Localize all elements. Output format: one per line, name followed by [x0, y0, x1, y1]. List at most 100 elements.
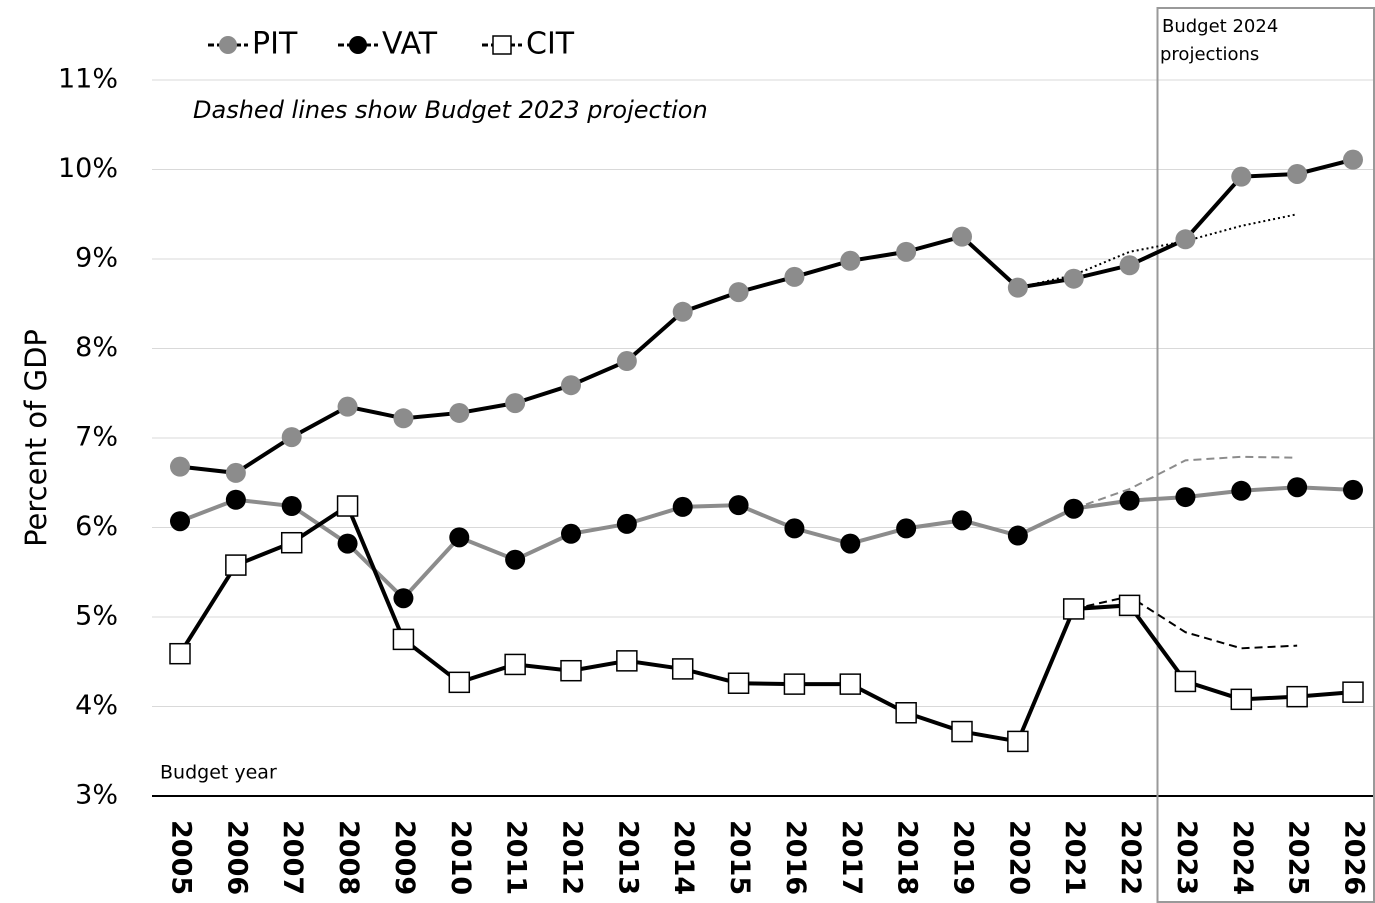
legend-marker [492, 35, 512, 55]
y-axis-label: Percent of GDP [19, 329, 53, 547]
data-point [504, 653, 526, 676]
legend-label: PIT [252, 27, 298, 62]
data-point [616, 351, 637, 372]
data-point [1007, 277, 1028, 298]
x-tick-label: 2021 [1059, 820, 1090, 895]
data-point [1230, 688, 1253, 711]
data-point [784, 266, 805, 287]
projection-line [1073, 455, 1298, 510]
data-point [225, 489, 246, 510]
data-point [616, 650, 638, 672]
y-tick-label: 4% [75, 690, 118, 721]
data-point [1063, 268, 1084, 289]
x-tick-label: 2022 [1115, 820, 1146, 895]
data-point [561, 523, 581, 544]
y-tick-label: 8% [75, 332, 118, 363]
data-point [281, 496, 302, 517]
x-tick-label: 2020 [1003, 820, 1034, 895]
data-point [170, 456, 190, 477]
y-tick-label: 9% [75, 243, 118, 274]
x-tick-label: 2007 [277, 820, 308, 895]
data-point [225, 554, 247, 576]
x-tick-label: 2009 [389, 820, 420, 895]
x-tick-label: 2019 [948, 820, 979, 895]
x-tick-label: 2013 [612, 820, 643, 895]
data-point [225, 462, 246, 483]
data-point [393, 588, 414, 609]
data-point [1287, 477, 1308, 498]
data-point [672, 301, 693, 322]
x-tick-label: 2016 [780, 820, 811, 895]
x-tick-label: 2026 [1339, 820, 1370, 895]
x-tick-label: 2010 [445, 820, 476, 895]
data-point [281, 427, 302, 448]
data-point [1231, 166, 1252, 187]
x-tick-label: 2025 [1283, 820, 1314, 895]
projection-box [1156, 7, 1375, 903]
data-point [896, 518, 917, 539]
data-point [728, 495, 749, 516]
data-point [1343, 149, 1363, 170]
data-point [336, 495, 359, 517]
series-line [178, 503, 1354, 744]
x-tick-label: 2014 [668, 820, 699, 895]
data-point [784, 518, 805, 539]
y-tick-label: 7% [75, 422, 118, 453]
data-point [952, 510, 972, 531]
data-point [561, 375, 581, 396]
series-line [179, 157, 1354, 475]
data-point [449, 402, 470, 423]
data-point [1174, 670, 1197, 693]
legend-marker [349, 36, 367, 54]
data-point [951, 720, 973, 743]
legend-label: CIT [526, 27, 575, 62]
x-tick-label: 2006 [221, 820, 252, 895]
data-point [839, 673, 862, 695]
y-tick-label: 5% [75, 601, 118, 632]
data-point [1343, 479, 1363, 500]
data-point [1175, 229, 1196, 250]
x-tick-label: 2005 [166, 820, 197, 895]
y-tick-label: 6% [75, 511, 118, 542]
data-point [896, 241, 917, 262]
data-point [1119, 490, 1140, 511]
data-point [1007, 525, 1028, 546]
projection-line [1017, 213, 1298, 289]
data-point [840, 250, 861, 271]
x-tick-label: 2024 [1227, 820, 1258, 895]
data-point [280, 531, 303, 554]
data-point [1231, 480, 1252, 501]
data-point [505, 549, 526, 570]
projection-line [1073, 595, 1298, 650]
data-point [337, 396, 358, 417]
x-tick-label: 2015 [724, 820, 755, 895]
box-label: projections [1160, 44, 1259, 65]
data-point [727, 672, 750, 694]
x-tick-label: 2008 [333, 820, 364, 895]
data-point [392, 628, 415, 651]
x-tick-label: 2023 [1171, 820, 1202, 895]
data-point [1063, 498, 1084, 519]
data-point [672, 496, 693, 517]
data-point [671, 658, 694, 680]
x-tick-label: 2017 [836, 820, 867, 895]
data-point [728, 282, 749, 303]
data-point [170, 511, 190, 532]
y-tick-label: 3% [75, 780, 118, 811]
data-point [1007, 730, 1029, 753]
data-point [1062, 598, 1085, 620]
data-point [169, 642, 191, 665]
data-point [337, 533, 358, 554]
data-point [895, 702, 917, 724]
data-point [1175, 487, 1196, 508]
data-point [1119, 255, 1140, 276]
box-label: Budget 2024 [1162, 16, 1278, 37]
data-point [616, 513, 637, 534]
data-point [840, 533, 861, 554]
data-point [560, 659, 582, 682]
data-point [505, 393, 526, 414]
x-tick-label: 2012 [557, 820, 588, 895]
note: Dashed lines show Budget 2023 projection [193, 96, 708, 124]
data-point [449, 527, 470, 548]
